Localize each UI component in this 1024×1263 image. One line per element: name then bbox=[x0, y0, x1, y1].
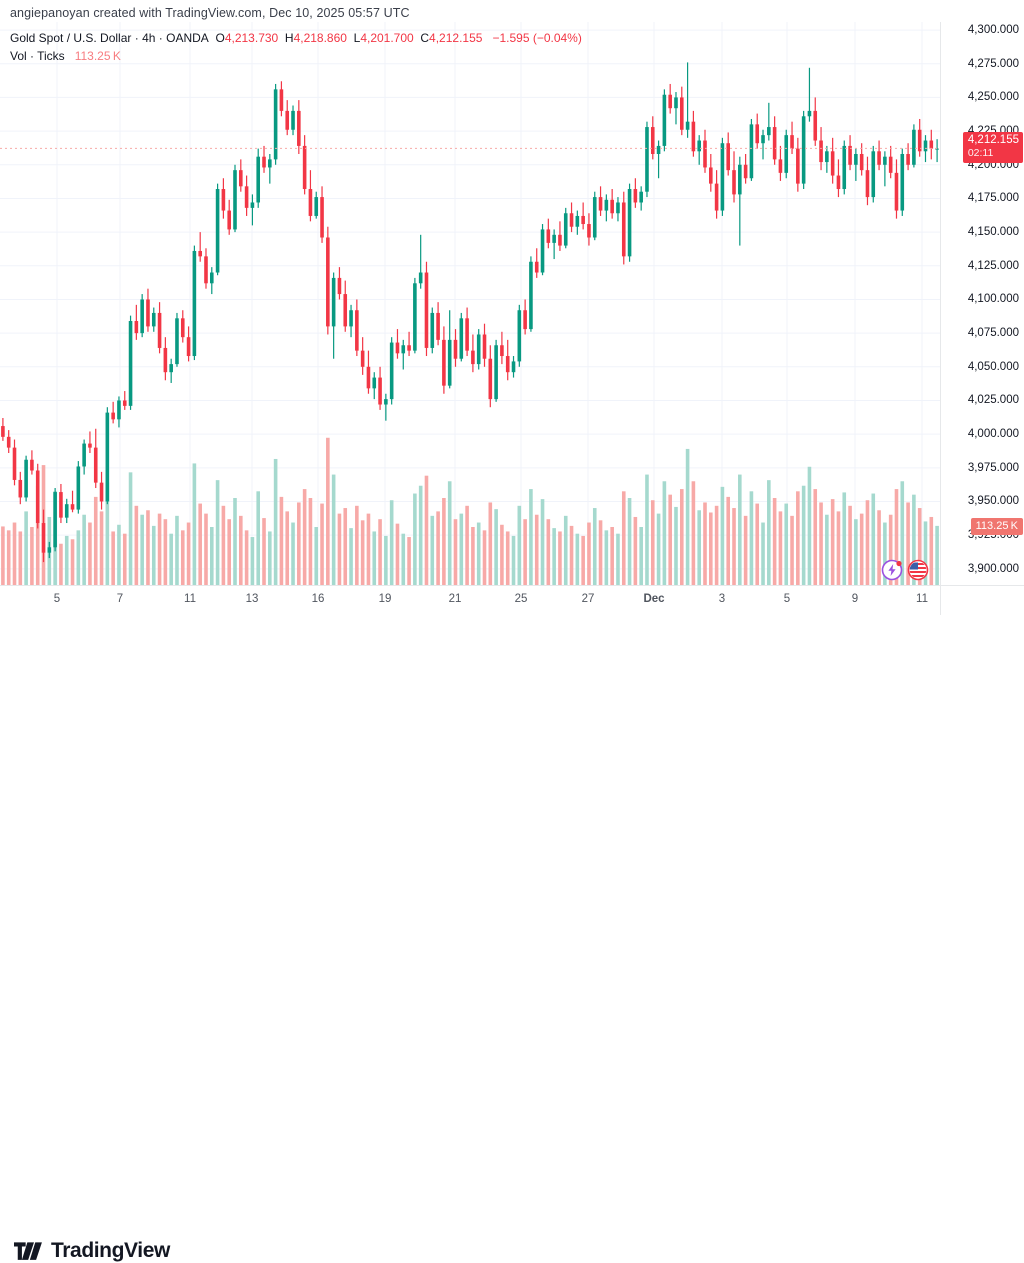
time-axis-tick: 27 bbox=[581, 593, 595, 605]
price-axis-tick: 4,250.000 bbox=[967, 91, 1019, 104]
creator-watermark: angiepanoyan created with TradingView.co… bbox=[10, 6, 410, 20]
price-axis-tick: 4,175.000 bbox=[967, 192, 1019, 205]
tradingview-wordmark: TradingView bbox=[51, 1239, 170, 1262]
time-axis-tick: 5 bbox=[53, 593, 61, 605]
time-axis-tick: 16 bbox=[311, 593, 325, 605]
time-axis[interactable]: 5 7 11 13 16 19 21 25 27 Dec 3 5 9 11 bbox=[0, 585, 940, 616]
price-axis[interactable]: 4,300.000 4,275.000 4,250.000 4,225.000 4,20… bbox=[940, 22, 1024, 585]
time-axis-tick: 3 bbox=[718, 593, 726, 605]
tradingview-brand[interactable]: TradingView bbox=[14, 1239, 170, 1263]
price-axis-tick: 4,125.000 bbox=[967, 259, 1019, 272]
current-price-badge[interactable]: 4,212.155 02:11 bbox=[962, 132, 1023, 164]
price-axis-tick: 3,975.000 bbox=[967, 461, 1019, 474]
price-axis-tick: 4,275.000 bbox=[967, 57, 1019, 70]
volume-value-badge[interactable]: 113.25 K bbox=[970, 518, 1023, 536]
price-axis-tick: 4,100.000 bbox=[967, 293, 1019, 306]
candlestick-chart-svg bbox=[0, 22, 940, 585]
time-axis-tick: 25 bbox=[514, 593, 528, 605]
time-axis-tick: Dec bbox=[643, 593, 665, 605]
footer-bar: TradingView bbox=[0, 615, 1024, 1262]
us-flag-icon[interactable] bbox=[907, 559, 929, 581]
price-axis-tick: 4,000.000 bbox=[967, 428, 1019, 441]
price-axis-tick: 4,025.000 bbox=[967, 394, 1019, 407]
bar-countdown: 02:11 bbox=[967, 147, 994, 160]
time-axis-tick: 11 bbox=[916, 593, 928, 605]
price-axis-tick: 3,950.000 bbox=[967, 495, 1019, 508]
time-axis-tick: 7 bbox=[116, 593, 124, 605]
axis-corner bbox=[940, 585, 1024, 616]
time-axis-tick: 11 bbox=[184, 593, 196, 605]
price-axis-tick: 4,075.000 bbox=[967, 327, 1019, 340]
time-axis-tick: 19 bbox=[378, 593, 392, 605]
price-axis-tick: 4,150.000 bbox=[967, 226, 1019, 239]
time-axis-tick: 9 bbox=[851, 593, 859, 605]
price-axis-tick: 4,050.000 bbox=[967, 360, 1019, 373]
tradingview-logo-icon bbox=[14, 1241, 44, 1261]
flash-replay-icon[interactable] bbox=[881, 559, 903, 581]
time-axis-tick: 21 bbox=[448, 593, 462, 605]
current-price-value: 4,212.155 bbox=[967, 134, 1019, 147]
price-axis-tick: 3,900.000 bbox=[967, 562, 1019, 575]
time-axis-tick: 13 bbox=[245, 593, 259, 605]
chart-plot-area[interactable] bbox=[0, 22, 940, 585]
time-axis-tick: 5 bbox=[783, 593, 791, 605]
price-axis-tick: 4,300.000 bbox=[967, 24, 1019, 37]
